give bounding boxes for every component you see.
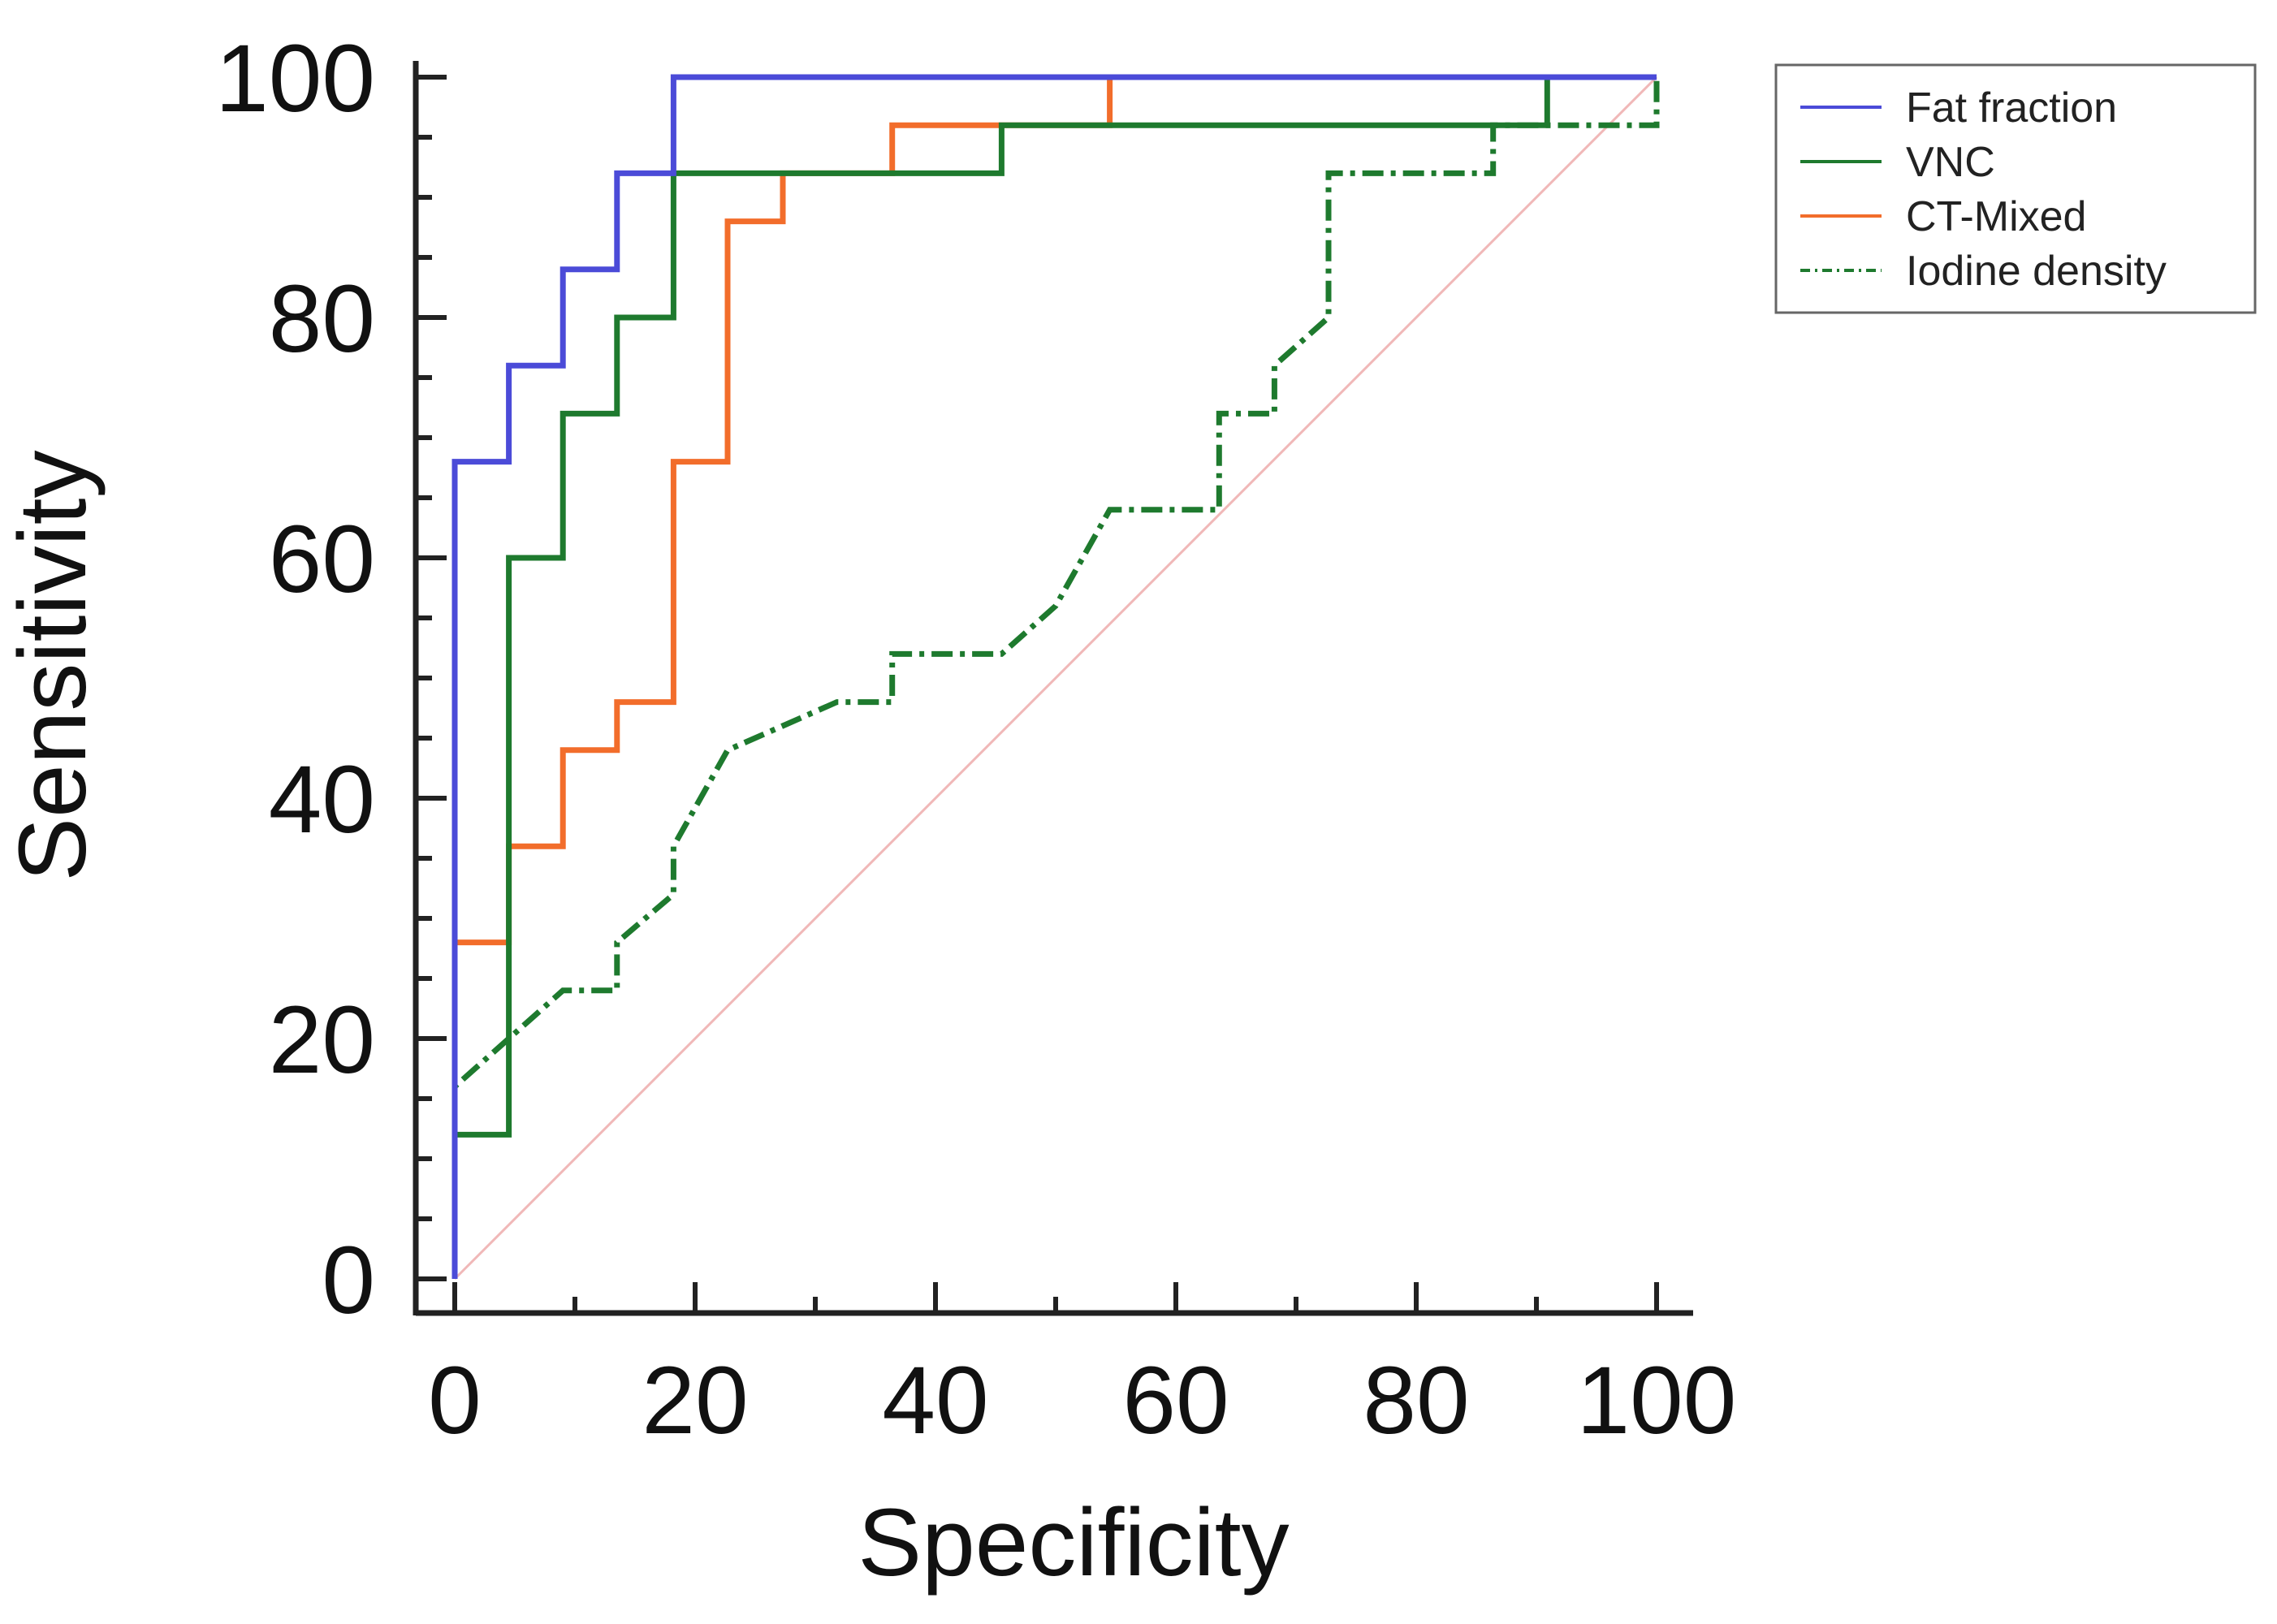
x-tick-label: 20 bbox=[642, 1347, 748, 1454]
x-tick-label: 40 bbox=[882, 1347, 988, 1454]
legend-label: Fat fraction bbox=[1906, 84, 2117, 132]
legend-label: CT-Mixed bbox=[1906, 193, 2086, 240]
x-tick-label: 80 bbox=[1363, 1347, 1469, 1454]
series-line-iodine-density bbox=[452, 77, 1660, 1279]
plot-area bbox=[452, 74, 1660, 1281]
x-axis-title: Specificity bbox=[858, 1489, 1289, 1596]
axes: 0 20 40 60 80 100 0 20 40 60 80 100 bbox=[215, 25, 1736, 1454]
y-tick-label: 60 bbox=[269, 506, 375, 613]
legend-label: Iodine density bbox=[1906, 248, 2167, 295]
reference-diagonal-line bbox=[453, 76, 1658, 1281]
y-tick-label: 40 bbox=[269, 746, 375, 853]
y-axis-title: Sensitivity bbox=[0, 450, 106, 881]
series-line-fat-fraction bbox=[452, 74, 1657, 1279]
y-tick-label: 0 bbox=[322, 1227, 375, 1334]
x-tick-label: 100 bbox=[1577, 1347, 1737, 1454]
y-tick-label: 80 bbox=[269, 266, 375, 373]
x-tick-label: 60 bbox=[1122, 1347, 1229, 1454]
y-tick-label: 100 bbox=[215, 25, 375, 132]
series-line-vnc bbox=[452, 74, 1657, 1279]
legend: Fat fraction VNC CT-Mixed Iodine density bbox=[1774, 63, 2257, 314]
legend-label: VNC bbox=[1906, 139, 1995, 186]
y-tick-label: 20 bbox=[269, 987, 375, 1094]
x-tick-label: 0 bbox=[428, 1347, 482, 1454]
